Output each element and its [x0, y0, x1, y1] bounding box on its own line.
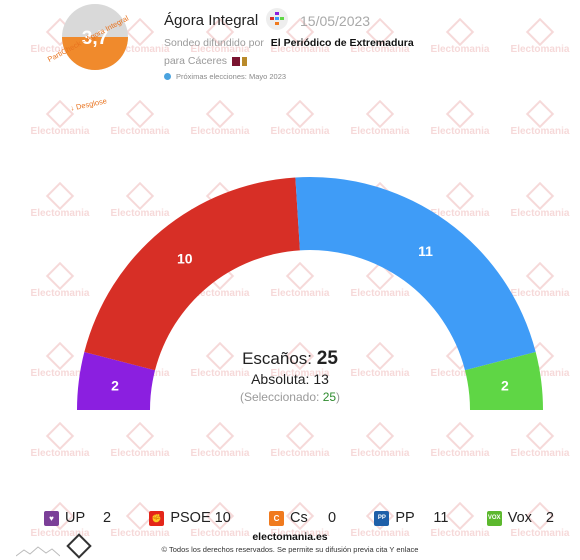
- arc-segment-up[interactable]: [77, 352, 156, 410]
- survey-source-line: Sondeo difundido por El Periódico de Ext…: [164, 37, 414, 49]
- legend-party-name: Vox: [507, 510, 532, 526]
- arc-segment-vox[interactable]: [464, 352, 543, 410]
- poll-header: 3,7 PartiCheck - Ágora Integral ↓ Desglo…: [0, 0, 580, 113]
- legend-seat-count: 2: [103, 510, 112, 526]
- footer-sketch-icon: [16, 546, 60, 557]
- legend-party-name: PP: [395, 510, 415, 526]
- poll-date: 15/05/2023: [300, 13, 371, 29]
- heart-icon: ♥: [44, 510, 59, 526]
- seats-total: 25: [316, 348, 338, 369]
- cs-icon: C: [269, 510, 285, 526]
- selected-line: (Seleccionado: 25): [190, 390, 390, 404]
- majority-value: 13: [313, 371, 329, 387]
- majority-line: Absoluta: 13: [190, 371, 390, 387]
- majority-label: Absoluta:: [251, 371, 310, 387]
- arc-segment-psoe[interactable]: [84, 177, 300, 371]
- selected-open: (Seleccionado:: [239, 390, 320, 404]
- footer-copyright: © Todos los derechos reservados. Se perm…: [161, 545, 419, 554]
- legend-seat-count: 10: [214, 510, 231, 526]
- legend-item-pp[interactable]: PP PP 11: [374, 510, 448, 526]
- footer: electomania.es © Todos los derechos rese…: [0, 531, 580, 559]
- survey-prefix: Sondeo difundido por: [164, 37, 264, 49]
- footer-site[interactable]: electomania.es: [252, 531, 328, 543]
- pp-icon: PP: [374, 510, 390, 526]
- next-election-line: Próximas elecciones: Mayo 2023: [164, 72, 286, 81]
- pollster-name: Ágora Integral: [164, 12, 259, 29]
- legend-party-name: Cs: [290, 510, 308, 526]
- legend-item-up[interactable]: ♥ UP 2: [44, 510, 111, 526]
- legend-item-cs[interactable]: C Cs 0: [269, 510, 336, 526]
- particheck-score-badge[interactable]: 3,7: [62, 4, 128, 70]
- globe-icon: [164, 73, 171, 80]
- caceres-shield-icon: [241, 56, 247, 66]
- legend-seat-count: 2: [545, 510, 554, 526]
- pollster-logo-icon: [266, 8, 288, 30]
- selected-close: ): [336, 390, 341, 404]
- fist-rose-icon: ✊: [149, 510, 165, 526]
- arc-label-vox: 2: [501, 377, 509, 393]
- party-legend: ♥ UP 2 ✊ PSOE 10 C Cs 0 PP PP 11 VOX Vox 2: [44, 507, 554, 529]
- region-text: para Cáceres: [164, 55, 228, 67]
- legend-party-name: UP: [65, 510, 86, 526]
- legend-seat-count: 0: [328, 510, 337, 526]
- score-fill: [62, 37, 128, 70]
- legend-item-psoe[interactable]: ✊ PSOE 10: [149, 510, 231, 526]
- legend-item-vox[interactable]: VOX Vox 2: [486, 510, 554, 526]
- score-value: 3,7: [81, 28, 109, 49]
- arc-segment-pp[interactable]: [295, 177, 536, 371]
- region-line: para Cáceres: [164, 55, 247, 67]
- caceres-flag-icon: [231, 56, 240, 66]
- media-name[interactable]: El Periódico de Extremadura: [270, 37, 414, 49]
- arc-label-psoe: 10: [177, 251, 193, 267]
- legend-seat-count: 11: [433, 510, 449, 526]
- next-election-text: Próximas elecciones: Mayo 2023: [176, 72, 287, 81]
- legend-party-name: PSOE: [170, 510, 211, 526]
- seats-label: Escaños:: [242, 349, 313, 368]
- vox-icon: VOX: [486, 510, 502, 526]
- arc-label-up: 2: [111, 377, 119, 393]
- arc-label-pp: 11: [418, 243, 433, 259]
- total-seats-line: Escaños: 25: [190, 348, 390, 370]
- selected-value: 25: [322, 390, 337, 404]
- seat-summary: Escaños: 25 Absoluta: 13 (Seleccionado: …: [190, 348, 390, 404]
